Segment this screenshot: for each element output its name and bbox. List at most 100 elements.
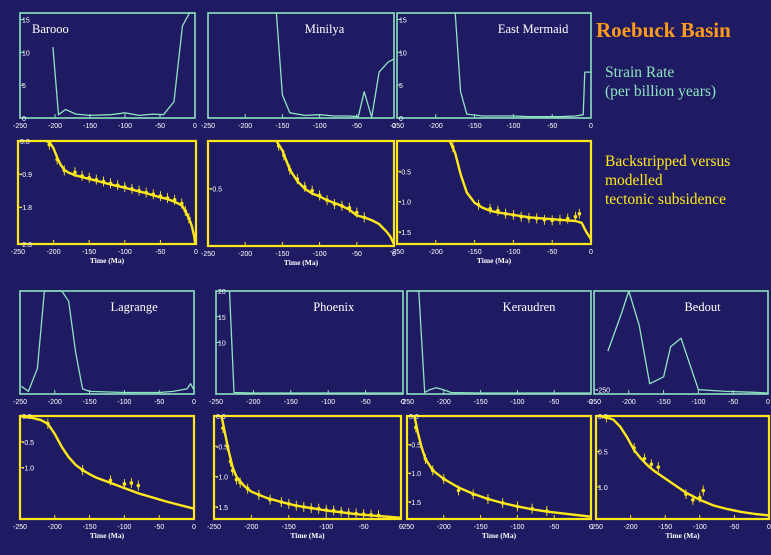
barooo-subsidence-data-point bbox=[137, 188, 141, 193]
keraudren-subsidence-data-point bbox=[545, 509, 549, 513]
keraudren-strain-xtick-label: 0 bbox=[589, 399, 593, 406]
bedout-subsidence-data-point bbox=[701, 488, 706, 493]
barooo-subsidence-xlabel: Time (Ma) bbox=[90, 256, 125, 265]
east-mermaid-subsidence-data-point bbox=[511, 213, 516, 217]
minilya-subsidence-data-point bbox=[302, 185, 307, 189]
phoenix-strain-ytick-label: 10 bbox=[218, 341, 226, 348]
barooo-strain-xtick-label: 0 bbox=[193, 123, 197, 130]
phoenix-subsidence-data-point bbox=[225, 444, 230, 449]
bedout-subsidence-ytick-label: 0.5 bbox=[598, 450, 608, 457]
phoenix-subsidence-data-point bbox=[245, 486, 250, 491]
keraudren-subsidence-data-point bbox=[414, 425, 418, 430]
east-mermaid-subsidence-data-point bbox=[573, 214, 578, 219]
keraudren-subsidence-xtick-label: -150 bbox=[474, 524, 488, 531]
barooo-subsidence-data-point bbox=[73, 170, 77, 175]
barooo-subsidence-data-point bbox=[158, 194, 163, 198]
minilya-subsidence-series-line bbox=[275, 140, 396, 245]
subsidence-legend-line-3: tectonic subsidence bbox=[605, 191, 726, 208]
barooo-strain-frame bbox=[19, 12, 196, 119]
bedout-strain-frame bbox=[593, 290, 769, 395]
east-mermaid-subsidence-xtick-label: -250 bbox=[390, 249, 404, 256]
barooo-subsidence-data-point bbox=[187, 216, 191, 221]
phoenix-strain-xtick-label: -200 bbox=[246, 399, 260, 406]
barooo-strain-ytick-label: 15 bbox=[22, 18, 30, 25]
lagrange-subsidence-data-point bbox=[80, 468, 85, 472]
bedout-strain-ytick-label: -250 bbox=[596, 388, 610, 395]
lagrange-strain-xtick-label: -100 bbox=[117, 399, 131, 406]
minilya-strain-xtick-label: -200 bbox=[238, 123, 252, 130]
barooo-subsidence-data-point bbox=[94, 177, 99, 182]
phoenix-strain-series-line bbox=[225, 290, 403, 394]
barooo-subsidence-ytick-label: -1.8 bbox=[20, 205, 32, 212]
east-mermaid-subsidence-data-point bbox=[558, 217, 562, 222]
minilya-subsidence-data-point bbox=[288, 167, 292, 172]
bedout-strain-xtick-label: -250 bbox=[587, 399, 601, 406]
keraudren-strain-xtick-label: -50 bbox=[549, 399, 559, 406]
lagrange-strain-frame bbox=[19, 290, 195, 395]
barooo-subsidence-xtick-label: -150 bbox=[82, 249, 96, 256]
lagrange-subsidence-data-point bbox=[46, 421, 50, 426]
minilya-subsidence-data-point bbox=[332, 202, 337, 206]
phoenix-strain-xtick-label: -150 bbox=[284, 399, 298, 406]
bedout-strain-series-line bbox=[607, 290, 769, 394]
phoenix-subsidence-data-point bbox=[376, 513, 381, 518]
strain-rate-legend: Strain Rate (per billion years) bbox=[605, 63, 716, 101]
phoenix-subsidence-data-point bbox=[279, 500, 284, 504]
barooo-subsidence-data-point bbox=[80, 174, 84, 178]
keraudren-subsidence-data-point bbox=[500, 501, 505, 505]
bedout-subsidence-data-point bbox=[649, 462, 654, 467]
bedout-subsidence-series-line bbox=[599, 414, 770, 517]
minilya-subsidence-xtick-label: 0 bbox=[392, 251, 396, 258]
bedout-subsidence-data-point bbox=[691, 498, 695, 502]
keraudren-strain-well-label: Keraudren bbox=[503, 300, 556, 314]
lagrange-subsidence-data-point bbox=[108, 478, 113, 483]
barooo-strain-ytick-label: 5 bbox=[22, 83, 26, 90]
barooo-subsidence-data-point bbox=[130, 187, 134, 191]
barooo-subsidence-frame bbox=[16, 139, 198, 246]
barooo-subsidence-data-point bbox=[55, 157, 59, 162]
keraudren-strain-xtick-label: -250 bbox=[400, 399, 414, 406]
keraudren-subsidence-ytick-label: -1.5 bbox=[409, 500, 421, 507]
minilya-subsidence-data-point bbox=[310, 188, 314, 193]
phoenix-subsidence-data-point bbox=[221, 426, 225, 430]
phoenix-subsidence-data-point bbox=[294, 503, 299, 508]
minilya-strain-xtick-label: -250 bbox=[201, 123, 215, 130]
lagrange-strain-series-line bbox=[21, 290, 195, 394]
minilya-subsidence-xtick-label: -50 bbox=[352, 251, 362, 258]
minilya-subsidence-data-point bbox=[355, 210, 359, 215]
barooo-subsidence-data-point bbox=[62, 168, 67, 173]
phoenix-strain-ytick-label: 20 bbox=[218, 289, 226, 296]
minilya-subsidence-xtick-label: -150 bbox=[275, 251, 289, 258]
lagrange-strain-xtick-label: -200 bbox=[48, 399, 62, 406]
barooo-strain-well-label: Barooo bbox=[32, 22, 69, 36]
barooo-subsidence-xtick-label: -50 bbox=[155, 249, 165, 256]
phoenix-subsidence-ytick-label: -1.0 bbox=[216, 475, 228, 482]
phoenix-subsidence-data-point bbox=[238, 480, 242, 485]
bedout-strain-xtick-label: -100 bbox=[691, 399, 705, 406]
bedout-strain-xtick-label: -200 bbox=[622, 399, 636, 406]
east-mermaid-strain-ytick-label: 5 bbox=[399, 83, 403, 90]
east-mermaid-strain-xtick-label: -250 bbox=[390, 123, 404, 130]
keraudren-subsidence-xtick-label: -250 bbox=[400, 524, 414, 531]
lagrange-strain-xtick-label: -150 bbox=[83, 399, 97, 406]
phoenix-subsidence-xtick-label: -150 bbox=[282, 524, 296, 531]
phoenix-subsidence-xlabel: Time (Ma) bbox=[290, 531, 325, 540]
barooo-subsidence-xtick-label: 0 bbox=[194, 249, 198, 256]
keraudren-subsidence-xtick-label: 0 bbox=[589, 524, 593, 531]
minilya-strain-xtick-label: -100 bbox=[313, 123, 327, 130]
barooo-subsidence-data-point bbox=[165, 196, 170, 200]
keraudren-strain-series-line bbox=[414, 290, 591, 394]
lagrange-subsidence-xtick-label: 0 bbox=[192, 524, 196, 531]
bedout-subsidence-data-point bbox=[684, 492, 688, 496]
bedout-subsidence-data-point bbox=[604, 415, 609, 420]
barooo-subsidence-ytick-label: -2.8 bbox=[20, 242, 32, 249]
minilya-subsidence-data-point bbox=[282, 153, 286, 158]
phoenix-subsidence-data-point bbox=[228, 459, 233, 464]
bedout-subsidence-xtick-label: -200 bbox=[624, 524, 638, 531]
barooo-subsidence-data-point bbox=[151, 192, 156, 197]
phoenix-subsidence-frame bbox=[212, 414, 403, 521]
minilya-subsidence-data-point bbox=[325, 198, 329, 202]
lagrange-subsidence-xtick-label: -250 bbox=[13, 524, 27, 531]
lagrange-subsidence-xtick-label: -50 bbox=[154, 524, 164, 531]
minilya-subsidence-ytick-label: -0.5 bbox=[210, 187, 222, 194]
